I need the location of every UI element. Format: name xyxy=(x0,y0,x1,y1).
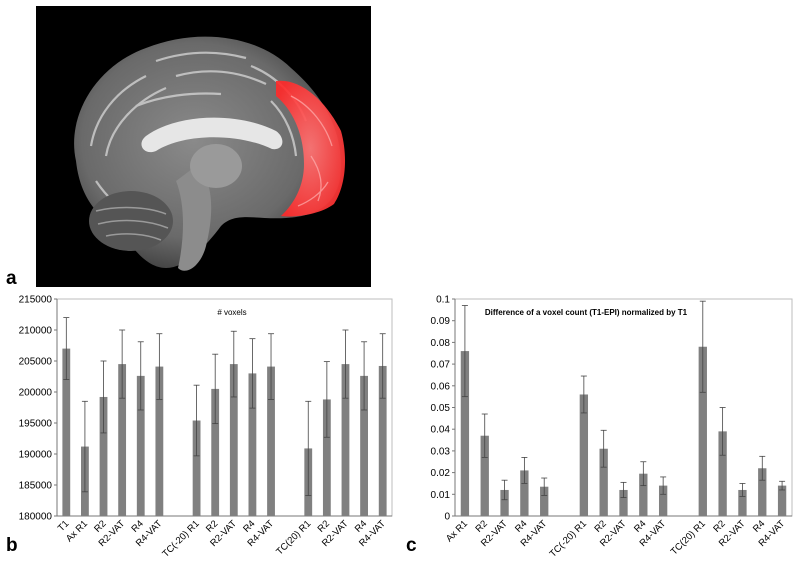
b-axes: 180000 185000 190000 195000 200000 205000 2100… xyxy=(19,295,393,523)
c-bar xyxy=(758,468,767,516)
voxel-count-chart: 180000 185000 190000 195000 200000 205000 2100… xyxy=(19,295,393,560)
thalamus xyxy=(190,144,242,188)
b-y-tick-label: 200000 xyxy=(19,388,53,399)
c-axes: 0 0.01 0.02 0.03 0.04 0.05 0.06 0.07 0.08 0.09 0.1 xyxy=(431,295,793,523)
c-bar xyxy=(777,485,787,516)
c-bar xyxy=(658,485,668,516)
b-x-tick-label: TC(20) R1 xyxy=(274,518,313,557)
c-y-tick-label: 0.07 xyxy=(431,360,451,371)
b-bar xyxy=(99,396,108,516)
c-y-tick-label: 0.09 xyxy=(431,316,451,327)
b-chart-title: # voxels xyxy=(217,308,246,317)
c-bar xyxy=(500,489,509,516)
c-bar xyxy=(619,489,628,516)
c-bar xyxy=(599,448,608,516)
c-chart-title: Difference of a voxel count (T1-EPI) nor… xyxy=(485,308,688,317)
b-bar xyxy=(360,375,368,516)
c-bar xyxy=(718,431,727,516)
c-bar xyxy=(738,489,747,516)
brain-mri-image xyxy=(36,6,371,287)
b-bar xyxy=(322,399,331,516)
b-bar xyxy=(211,388,220,516)
b-bar xyxy=(62,348,71,516)
b-bar xyxy=(192,420,201,516)
b-y-tick-label: 190000 xyxy=(19,450,53,461)
b-bar xyxy=(267,366,275,516)
b-bar xyxy=(155,366,164,516)
cerebellum-folia xyxy=(95,206,169,241)
c-y-tick-label: 0 xyxy=(444,512,450,523)
b-bar xyxy=(341,364,350,516)
panel-letter-a: a xyxy=(6,268,17,289)
c-y-tick-label: 0.01 xyxy=(431,490,451,501)
c-x-tick-label: TC(20) R1 xyxy=(669,518,708,557)
c-bar xyxy=(698,346,707,516)
c-x-tick-label: TC(-20) R1 xyxy=(548,518,589,559)
b-y-tick-label: 195000 xyxy=(19,419,53,430)
c-bar xyxy=(579,394,589,516)
c-bar xyxy=(520,470,529,516)
c-y-tick-label: 0.04 xyxy=(431,425,451,436)
b-x-tick-label: TC(-20) R1 xyxy=(160,518,201,559)
b-x-tick-label: Ax R1 xyxy=(64,518,90,544)
b-bar xyxy=(378,365,387,516)
c-y-tick-label: 0.05 xyxy=(431,403,451,414)
b-y-tick-label: 205000 xyxy=(19,357,53,368)
highlight-texture xyxy=(290,95,333,207)
panel-letter-b: b xyxy=(6,535,18,556)
normalized-difference-chart: 0 0.01 0.02 0.03 0.04 0.05 0.06 0.07 0.08 0.09 0.1… xyxy=(431,295,793,560)
brainstem xyxy=(176,166,212,271)
c-y-tick-label: 0.1 xyxy=(436,295,450,306)
b-bar xyxy=(229,364,238,516)
b-bar xyxy=(136,375,145,516)
c-bar xyxy=(639,473,648,516)
c-y-tick-label: 0.02 xyxy=(431,468,451,479)
brain-mri-svg xyxy=(36,6,371,287)
b-bar xyxy=(118,364,127,516)
c-y-tick-label: 0.08 xyxy=(431,338,451,349)
b-y-tick-label: 215000 xyxy=(19,295,53,306)
b-y-tick-label: 210000 xyxy=(19,326,53,337)
c-bar xyxy=(540,486,549,516)
c-bar xyxy=(460,351,470,516)
c-bar xyxy=(480,435,489,516)
b-bar xyxy=(248,373,257,516)
c-y-tick-label: 0.03 xyxy=(431,446,451,457)
panel-letter-c: c xyxy=(406,535,417,556)
corpus-callosum xyxy=(141,117,283,153)
c-y-tick-label: 0.06 xyxy=(431,381,451,392)
b-y-tick-label: 180000 xyxy=(19,512,53,523)
b-y-tick-label: 185000 xyxy=(19,481,53,492)
